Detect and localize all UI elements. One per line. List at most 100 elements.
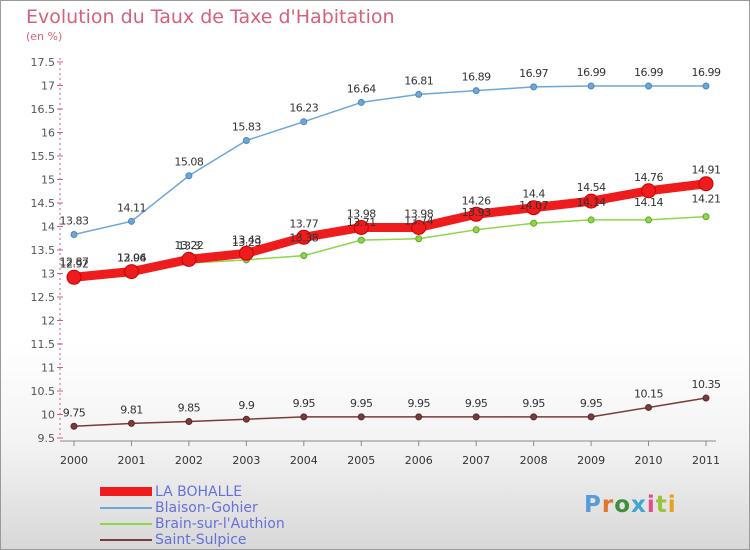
- y-tick-label: 17: [41, 80, 55, 93]
- data-point: [185, 172, 193, 180]
- data-point: [702, 213, 710, 221]
- data-label: 9.95: [293, 397, 316, 410]
- data-label: 13.98: [404, 207, 433, 220]
- chart-subtitle: (en %): [26, 30, 63, 43]
- legend-swatch-brain-sur-l-authion: [100, 523, 152, 525]
- data-label: 14.76: [634, 171, 663, 184]
- data-label: 13.3: [178, 239, 201, 252]
- data-label: 16.81: [404, 74, 433, 87]
- data-label: 12.87: [60, 256, 89, 269]
- logo-letter: x: [631, 492, 647, 518]
- data-point: [530, 413, 538, 421]
- data-label: 9.95: [350, 397, 373, 410]
- data-point: [415, 90, 423, 98]
- y-tick-label: 15: [41, 174, 55, 187]
- data-point: [181, 251, 197, 267]
- y-tick-label: 16: [41, 127, 55, 140]
- data-label: 14.11: [117, 201, 146, 214]
- data-label: 16.89: [462, 71, 491, 84]
- data-label: 16.23: [289, 102, 318, 115]
- data-point: [583, 193, 599, 209]
- data-label: 14.4: [522, 188, 545, 201]
- data-point: [641, 183, 657, 199]
- data-label: 13.04: [117, 252, 146, 265]
- y-tick-label: 16.5: [31, 103, 56, 116]
- data-label: 13.93: [462, 206, 491, 219]
- data-point: [238, 245, 254, 261]
- y-tick-label: 9.5: [38, 432, 56, 445]
- data-point: [415, 235, 423, 243]
- legend-label-saint-sulpice: Saint-Sulpice: [155, 532, 247, 548]
- data-point: [296, 229, 312, 245]
- data-label: 16.99: [692, 66, 721, 79]
- series-line-0: [69, 179, 711, 282]
- data-point: [242, 136, 250, 144]
- data-point: [645, 403, 653, 411]
- x-tick-label: 2009: [577, 454, 605, 467]
- data-point: [70, 230, 78, 238]
- y-tick-label: 15.5: [31, 150, 56, 163]
- data-label: 14.14: [634, 196, 663, 209]
- data-point: [587, 82, 595, 90]
- legend-swatch-saint-sulpice: [100, 539, 152, 541]
- legend-swatch-la-bohalle: [100, 487, 152, 496]
- data-label: 9.9: [238, 399, 254, 412]
- data-label: 16.97: [519, 67, 548, 80]
- data-point: [702, 82, 710, 90]
- data-point: [587, 413, 595, 421]
- data-point: [530, 83, 538, 91]
- data-point: [472, 87, 480, 95]
- data-label: 9.95: [465, 397, 488, 410]
- data-point: [702, 394, 710, 402]
- data-point: [70, 422, 78, 430]
- data-point: [242, 415, 250, 423]
- chart-axes: 9.5 10 10.5 11 11.5 12 12.5 13 13.5 14 14.5 15 15.5 1…: [31, 56, 721, 467]
- chart-title: Evolution du Taux de Taxe d'Habitation: [26, 6, 395, 28]
- data-point: [526, 200, 542, 216]
- data-label: 16.99: [634, 66, 663, 79]
- data-point: [357, 98, 365, 106]
- series-line-1: [73, 85, 707, 236]
- data-label: 16.99: [577, 66, 606, 79]
- data-point: [472, 413, 480, 421]
- data-label: 9.75: [63, 406, 86, 419]
- logo-letter: r: [601, 492, 615, 518]
- x-tick-label: 2001: [117, 454, 145, 467]
- data-label: 13.43: [232, 233, 261, 246]
- data-point: [357, 236, 365, 244]
- x-tick-label: 2002: [175, 454, 203, 467]
- data-point: [411, 219, 427, 235]
- data-point: [300, 118, 308, 126]
- data-point: [530, 219, 538, 227]
- y-tick-label: 13.5: [31, 244, 56, 257]
- data-point: [300, 252, 308, 260]
- data-label: 13.74: [404, 215, 433, 228]
- legend-label-la-bohalle: LA BOHALLE: [155, 484, 243, 500]
- logo-letter: i: [667, 492, 677, 518]
- proxiti-logo: Proxiti: [584, 492, 677, 518]
- data-point: [472, 226, 480, 234]
- data-point: [127, 217, 135, 225]
- x-tick-label: 2011: [692, 454, 720, 467]
- data-label: 15.08: [174, 156, 203, 169]
- data-point: [357, 413, 365, 421]
- logo-letter: P: [584, 492, 602, 518]
- data-point: [300, 413, 308, 421]
- data-label: 9.95: [407, 397, 430, 410]
- data-label: 14.21: [692, 193, 721, 206]
- data-label: 13.29: [232, 236, 261, 249]
- y-tick-label: 11: [41, 362, 55, 375]
- data-label: 13.38: [289, 232, 318, 245]
- data-label: 14.14: [577, 196, 606, 209]
- legend-swatch-blaison-gohier: [100, 507, 152, 509]
- data-point: [587, 216, 595, 224]
- logo-letter: t: [655, 492, 668, 518]
- data-point: [698, 176, 714, 192]
- x-tick-label: 2008: [520, 454, 548, 467]
- data-label: 10.15: [634, 387, 663, 400]
- data-label: 14.91: [692, 164, 721, 177]
- x-tick-label: 2007: [462, 454, 490, 467]
- data-label: 13.22: [174, 239, 203, 252]
- data-label: 13.77: [289, 217, 318, 230]
